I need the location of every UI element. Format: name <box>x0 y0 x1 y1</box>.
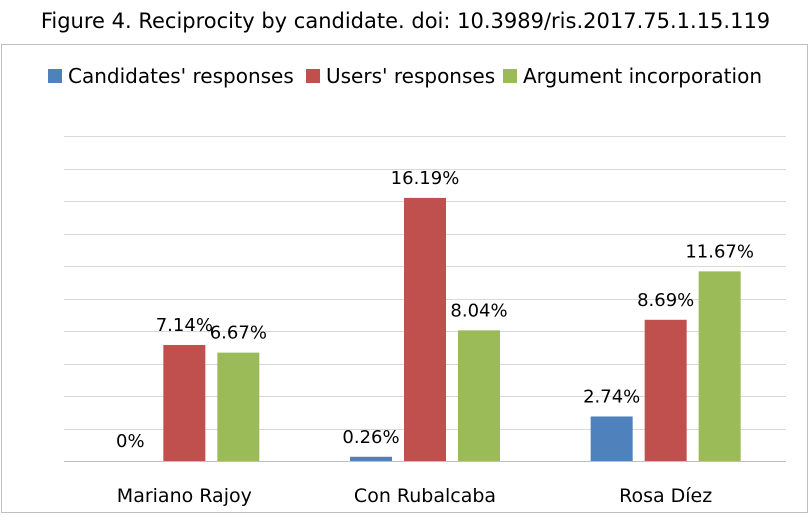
bar-candidates-1 <box>350 456 392 461</box>
bar-users-2 <box>644 319 687 461</box>
legend-label: Argument incorporation <box>523 64 762 88</box>
data-label: 6.67% <box>210 323 267 344</box>
data-label: 16.19% <box>391 168 460 189</box>
chart-frame <box>1 44 808 513</box>
x-tick-label: Mariano Rajoy <box>117 485 252 507</box>
legend-swatch <box>48 69 62 83</box>
bar-argument-1 <box>458 330 500 461</box>
data-label: 0.26% <box>342 427 399 448</box>
legend-label: Candidates' responses <box>68 64 294 88</box>
bar-argument-2 <box>698 271 741 461</box>
data-label: 11.67% <box>685 241 754 262</box>
x-tick-label: Rosa Díez <box>619 485 712 507</box>
data-label: 7.14% <box>156 315 213 336</box>
data-label: 8.69% <box>637 290 694 311</box>
data-label: 2.74% <box>583 386 640 407</box>
data-label: 8.04% <box>450 300 507 321</box>
bar-candidates-2 <box>590 416 633 461</box>
bar-argument-0 <box>217 352 260 461</box>
legend-swatch <box>306 69 320 83</box>
x-tick-label: Con Rubalcaba <box>354 485 496 507</box>
legend-label: Users' responses <box>326 64 495 88</box>
bar-users-0 <box>163 344 206 461</box>
bar-users-1 <box>404 197 446 461</box>
legend-swatch <box>503 69 517 83</box>
figure-caption: Figure 4. Reciprocity by candidate. doi:… <box>40 9 771 33</box>
data-label: 0% <box>116 431 145 452</box>
